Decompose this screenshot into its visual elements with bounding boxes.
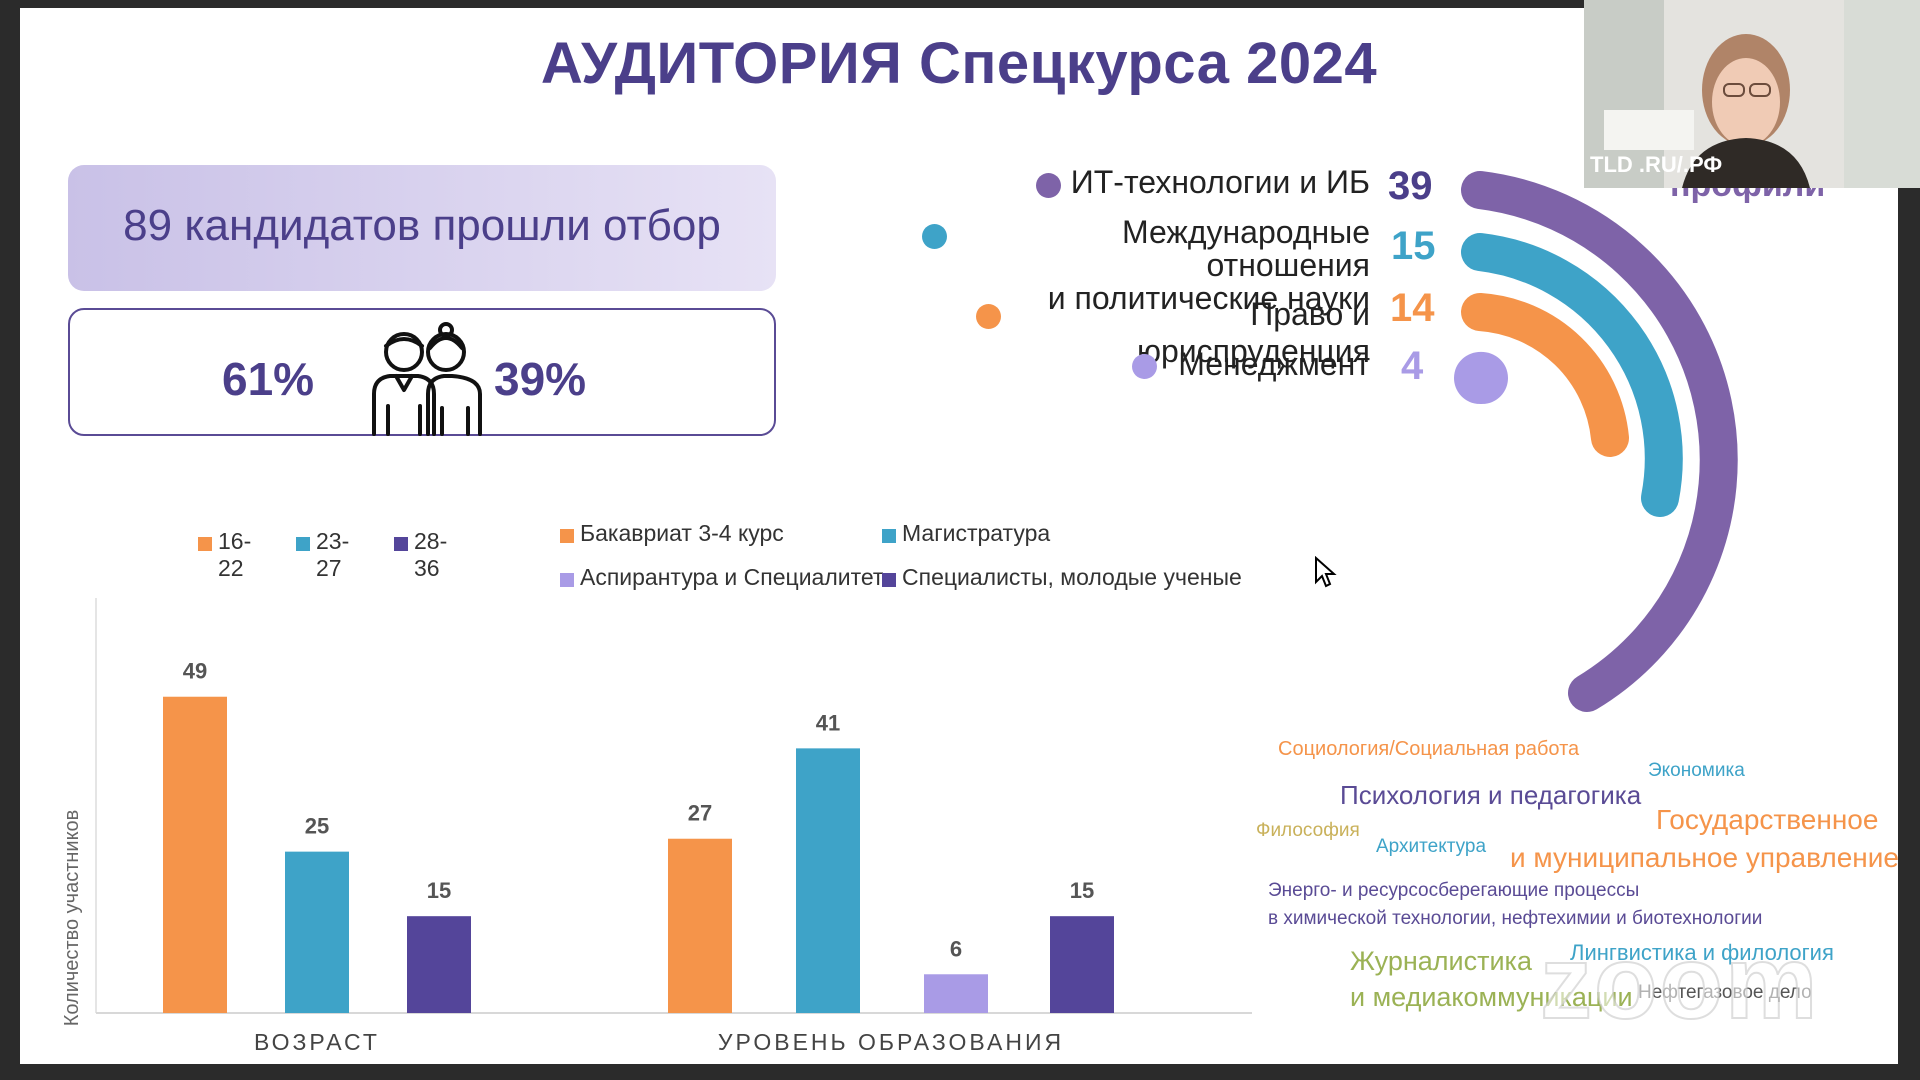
bar-value-label: 49 bbox=[183, 659, 207, 684]
bar-value-label: 15 bbox=[1070, 878, 1094, 903]
word-cloud-item: Философия bbox=[1256, 820, 1360, 841]
slide-title: АУДИТОРИЯ Спецкурса 2024 bbox=[540, 31, 1378, 96]
gender-box bbox=[68, 308, 776, 436]
word-cloud-item: Экономика bbox=[1648, 760, 1745, 781]
profile-radial-chart bbox=[1454, 171, 1738, 712]
webcam-video bbox=[1584, 0, 1920, 188]
mouse-cursor-icon bbox=[1315, 556, 1337, 588]
bar bbox=[796, 748, 860, 1013]
legend-edu-swatch bbox=[882, 573, 896, 587]
profile-label-it: ИТ-технологии и ИБ bbox=[1070, 164, 1370, 200]
bar bbox=[407, 916, 471, 1013]
word-cloud-item: Энерго- и ресурсосберегающие процессы bbox=[1268, 880, 1640, 901]
word-cloud-item: Социология/Социальная работа bbox=[1278, 738, 1580, 760]
legend-edu-label: Магистратура bbox=[902, 520, 1051, 546]
bar bbox=[1050, 916, 1114, 1013]
profile-label-ir-line2: и политические науки bbox=[1047, 280, 1370, 316]
profile-label-ir: Международные отношения и политические н… bbox=[960, 216, 1370, 315]
legend-age-label: 28-36 bbox=[414, 528, 448, 581]
word-cloud-item: и муниципальное управление bbox=[1510, 842, 1898, 873]
profile-dot-ir bbox=[922, 224, 947, 249]
legend-edu-label: Бакавриат 3-4 курс bbox=[580, 520, 784, 546]
candidates-banner: 89 кандидатов прошли отбор bbox=[68, 165, 776, 291]
legend-edu-swatch bbox=[560, 529, 574, 543]
y-axis-title: Количество участников bbox=[61, 810, 83, 1027]
radial-arc-ir bbox=[1461, 233, 1683, 517]
bar-value-label: 6 bbox=[950, 936, 962, 961]
legend-age-label: 16-22 bbox=[218, 528, 252, 581]
word-cloud-item: Журналистика bbox=[1350, 946, 1532, 976]
webcam-tile[interactable] bbox=[1584, 0, 1920, 188]
legend-edu-label: Аспирантура и Специалитет bbox=[580, 564, 884, 590]
legend-edu-label: Специалисты, молодые ученые bbox=[902, 564, 1242, 590]
bar-value-label: 41 bbox=[816, 710, 840, 735]
bar bbox=[163, 696, 227, 1013]
bar-value-label: 27 bbox=[688, 801, 712, 826]
profile-label-mgmt: Менеджмент bbox=[1178, 346, 1370, 382]
profile-value-it: 39 bbox=[1388, 164, 1433, 208]
x-group-label: УРОВЕНЬ ОБРАЗОВАНИЯ bbox=[718, 1029, 1064, 1055]
legend-age-swatch bbox=[296, 537, 310, 551]
profile-value-ir: 15 bbox=[1391, 224, 1436, 268]
male-percent: 61% bbox=[222, 353, 315, 405]
legend-age-label: 23-27 bbox=[316, 528, 350, 581]
bar-value-label: 25 bbox=[305, 814, 329, 839]
female-percent: 39% bbox=[494, 353, 587, 405]
people-icon bbox=[372, 322, 482, 436]
profile-dot-it bbox=[1036, 173, 1061, 198]
legend-age-swatch bbox=[198, 537, 212, 551]
x-group-label: ВОЗРАСТ bbox=[254, 1029, 380, 1055]
word-cloud-item: Государственное bbox=[1656, 804, 1879, 835]
legend-age-swatch bbox=[394, 537, 408, 551]
bar-value-label: 15 bbox=[427, 878, 451, 903]
profile-label-ir-line1: Международные отношения bbox=[1121, 214, 1370, 283]
bar bbox=[668, 838, 732, 1013]
bar bbox=[924, 974, 988, 1013]
profile-dot-mgmt bbox=[1132, 354, 1157, 379]
word-cloud-item: Психология и педагогика bbox=[1340, 780, 1642, 810]
profile-label-law: Право и юриспруденция bbox=[1136, 296, 1370, 369]
legend-edu-swatch bbox=[882, 529, 896, 543]
bar-chart: Количество участников 49 25 15 ВОЗРАСТ 27 41 6 1… bbox=[61, 598, 1252, 1055]
word-cloud-item: Архитектура bbox=[1376, 836, 1487, 857]
legend-edu-swatch bbox=[560, 573, 574, 587]
bar bbox=[285, 851, 349, 1013]
webcam-name-label: TLD .RU/.РФ bbox=[1590, 152, 1723, 177]
profile-dot-law bbox=[976, 304, 1001, 329]
candidates-text: 89 кандидатов прошли отбор bbox=[123, 201, 721, 250]
radial-arc-law bbox=[1461, 293, 1629, 457]
zoom-watermark: zoom bbox=[1539, 924, 1820, 1042]
radial-arc-it bbox=[1461, 171, 1738, 712]
profile-value-law: 14 bbox=[1390, 286, 1435, 330]
profile-value-mgmt: 4 bbox=[1401, 344, 1424, 388]
